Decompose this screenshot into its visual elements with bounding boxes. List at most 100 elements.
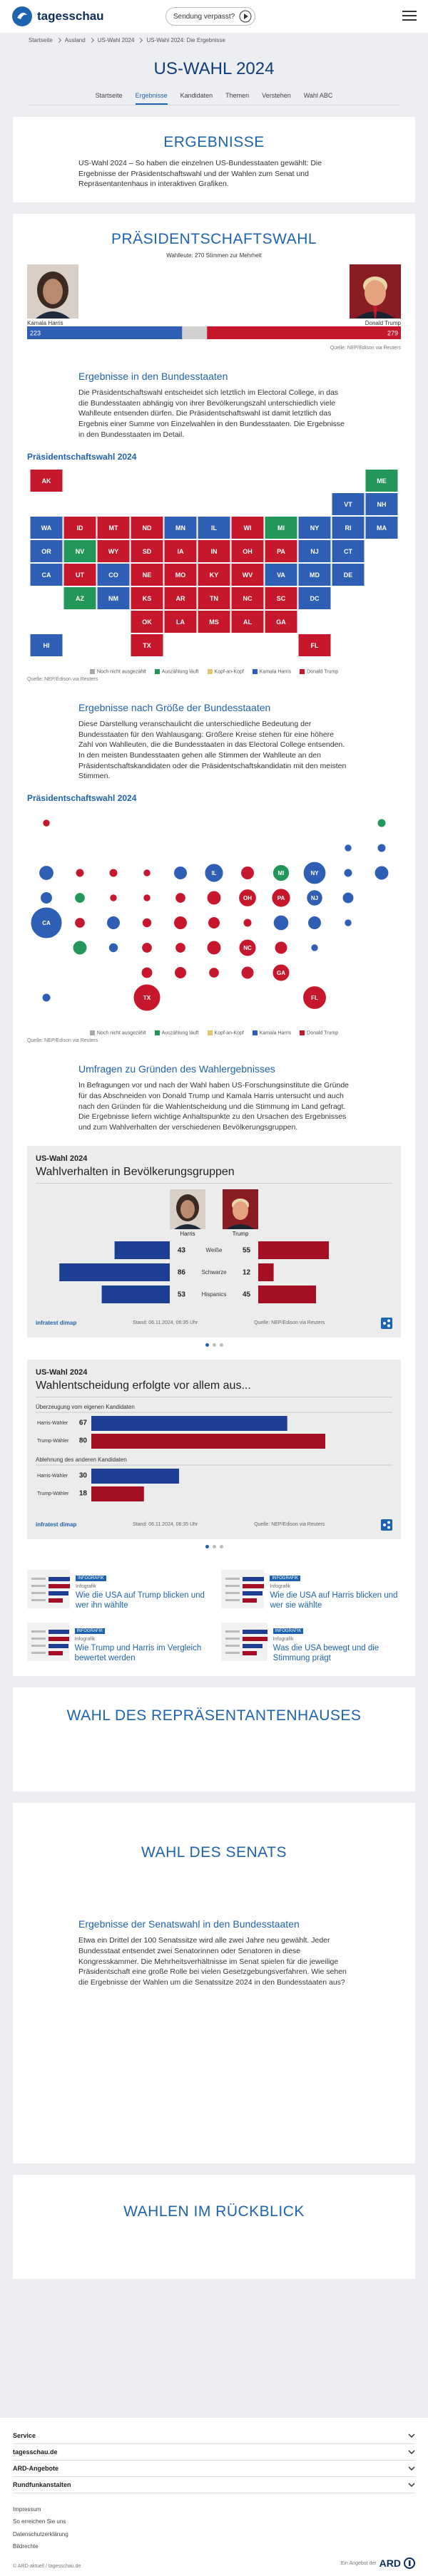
- state-bubble[interactable]: [175, 942, 186, 953]
- state-bubble[interactable]: [344, 919, 352, 927]
- state-bubble[interactable]: [143, 894, 151, 902]
- state-bubble[interactable]: [74, 917, 86, 929]
- state-bubble[interactable]: [374, 865, 389, 881]
- state-tile[interactable]: [30, 516, 63, 539]
- state-bubble[interactable]: [173, 865, 188, 880]
- state-tile[interactable]: [198, 610, 230, 633]
- crumb[interactable]: Ausland: [64, 37, 86, 43]
- state-bubble[interactable]: [302, 861, 327, 885]
- state-bubble[interactable]: [40, 891, 53, 904]
- state-bubble[interactable]: [238, 889, 257, 907]
- state-bubble[interactable]: [377, 843, 387, 853]
- state-tile[interactable]: [30, 633, 63, 656]
- state-tile[interactable]: [97, 563, 130, 586]
- logo[interactable]: tagesschau: [11, 6, 104, 27]
- state-bubble[interactable]: [204, 863, 224, 883]
- state-tile[interactable]: [131, 633, 163, 656]
- teaser[interactable]: INFOGRAFIK Infografik Was die USA bewegt u…: [221, 1622, 401, 1664]
- state-tile[interactable]: [365, 492, 398, 515]
- state-tile[interactable]: [265, 539, 297, 562]
- state-bubble[interactable]: [272, 864, 290, 882]
- state-tile[interactable]: [164, 563, 197, 586]
- state-bubble[interactable]: [30, 906, 63, 939]
- carousel-dot[interactable]: [219, 1343, 223, 1347]
- state-bubble[interactable]: [175, 892, 186, 904]
- state-bubble[interactable]: [39, 865, 54, 881]
- carousel-dot[interactable]: [205, 1544, 209, 1548]
- state-tile[interactable]: [265, 586, 297, 609]
- footer-link[interactable]: Bildrechte: [13, 2543, 39, 2550]
- state-tile[interactable]: [332, 516, 365, 539]
- state-bubble[interactable]: [243, 918, 253, 928]
- nav-link[interactable]: Startseite: [95, 92, 123, 99]
- state-bubble[interactable]: [206, 940, 222, 956]
- state-tile[interactable]: [63, 586, 96, 609]
- state-bubble[interactable]: [141, 942, 153, 953]
- state-bubble[interactable]: [208, 967, 220, 978]
- state-bubble[interactable]: [240, 966, 255, 980]
- state-bubble[interactable]: [109, 894, 118, 902]
- footer-section[interactable]: Service: [13, 2428, 415, 2444]
- state-bubble[interactable]: [306, 889, 323, 906]
- state-tile[interactable]: [298, 563, 331, 586]
- teaser[interactable]: INFOGRAFIK Infografik Wie die USA auf Harr…: [221, 1569, 401, 1611]
- state-tile[interactable]: [164, 539, 197, 562]
- nav-link[interactable]: Themen: [225, 92, 250, 99]
- footer-link[interactable]: Datenschutzerklärung: [13, 2530, 68, 2538]
- state-tile[interactable]: [131, 516, 163, 539]
- state-tile[interactable]: [298, 539, 331, 562]
- state-tile[interactable]: [131, 563, 163, 586]
- state-bubble[interactable]: [343, 868, 353, 878]
- state-tile[interactable]: [231, 539, 264, 562]
- footer-link[interactable]: Impressum: [13, 2505, 41, 2513]
- carousel-dot[interactable]: [212, 1343, 216, 1347]
- state-bubble[interactable]: [272, 963, 290, 982]
- state-bubble[interactable]: [274, 941, 288, 955]
- state-tile[interactable]: [298, 586, 331, 609]
- state-bubble[interactable]: [72, 940, 88, 956]
- state-tile[interactable]: [198, 539, 230, 562]
- missed-button[interactable]: Sendung verpasst?: [165, 7, 256, 26]
- state-bubble[interactable]: [141, 917, 153, 929]
- state-tile[interactable]: [97, 516, 130, 539]
- state-tile[interactable]: [265, 563, 297, 586]
- state-bubble[interactable]: [342, 891, 355, 904]
- state-tile[interactable]: [231, 563, 264, 586]
- state-tile[interactable]: [198, 516, 230, 539]
- state-bubble[interactable]: [271, 888, 291, 908]
- footer-section[interactable]: ARD-Angebote: [13, 2461, 415, 2477]
- state-bubble[interactable]: [238, 938, 257, 957]
- state-bubble[interactable]: [41, 993, 51, 1003]
- nav-link[interactable]: Ergebnisse: [135, 88, 168, 105]
- state-tile[interactable]: [97, 539, 130, 562]
- nav-link[interactable]: Wahl ABC: [303, 92, 333, 99]
- share-button[interactable]: [381, 1317, 392, 1329]
- crumb[interactable]: Startseite: [29, 37, 53, 43]
- state-tile[interactable]: [365, 516, 398, 539]
- state-bubble[interactable]: [133, 983, 161, 1012]
- state-tile[interactable]: [198, 563, 230, 586]
- nav-link[interactable]: Verstehen: [262, 92, 291, 99]
- state-bubble[interactable]: [240, 865, 255, 880]
- state-bubble[interactable]: [74, 892, 86, 904]
- carousel-dot[interactable]: [219, 1544, 223, 1548]
- state-tile[interactable]: [298, 516, 331, 539]
- state-bubble[interactable]: [307, 915, 322, 930]
- state-tile[interactable]: [63, 563, 96, 586]
- state-tile[interactable]: [198, 586, 230, 609]
- state-bubble[interactable]: [272, 914, 290, 931]
- state-tile[interactable]: [63, 516, 96, 539]
- state-bubble[interactable]: [174, 966, 187, 979]
- state-tile[interactable]: [131, 586, 163, 609]
- state-tile[interactable]: [164, 610, 197, 633]
- state-tile[interactable]: [63, 539, 96, 562]
- state-tile[interactable]: [265, 610, 297, 633]
- state-bubble[interactable]: [108, 868, 118, 878]
- state-tile[interactable]: [97, 586, 130, 609]
- state-bubble[interactable]: [310, 943, 319, 952]
- menu-button[interactable]: [402, 10, 417, 21]
- footer-link[interactable]: So erreichen Sie uns: [13, 2518, 66, 2525]
- crumb[interactable]: US-Wahl 2024: [97, 37, 135, 43]
- state-tile[interactable]: [231, 586, 264, 609]
- state-tile[interactable]: [30, 539, 63, 562]
